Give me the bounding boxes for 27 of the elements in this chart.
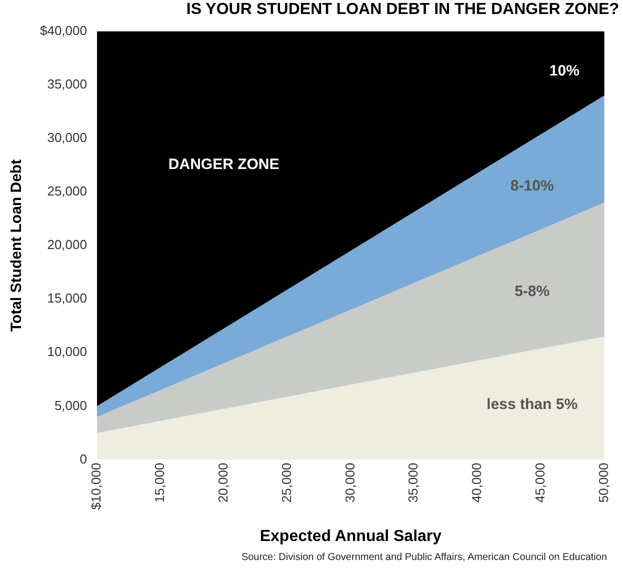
x-tick-label: 45,000 — [532, 462, 548, 503]
y-tick-label: 15,000 — [47, 290, 87, 306]
y-axis-title: Total Student Loan Debt — [8, 159, 26, 332]
series-label: 8-10% — [510, 178, 554, 195]
annotation: 10% — [549, 62, 580, 80]
y-tick-label: 25,000 — [47, 184, 87, 199]
x-tick-label: 30,000 — [342, 462, 358, 503]
series-label: 5-8% — [514, 282, 550, 300]
x-tick-label: 35,000 — [406, 462, 421, 503]
x-axis-title: Expected Annual Salary — [260, 528, 442, 545]
x-tick-label: 50,000 — [596, 462, 611, 503]
x-tick-label: 20,000 — [215, 462, 230, 503]
x-tick-label: $10,000 — [88, 462, 104, 510]
series-label: less than 5% — [486, 396, 578, 414]
y-tick-label: 30,000 — [47, 130, 87, 145]
x-tick-label: 25,000 — [278, 462, 294, 503]
y-tick-label: 0 — [80, 451, 87, 466]
y-tick-label: 10,000 — [47, 344, 87, 360]
y-tick-label: 20,000 — [47, 237, 87, 252]
y-tick-label: $40,000 — [40, 22, 87, 38]
x-tick-label: 40,000 — [469, 462, 484, 503]
source-note: Source: Division of Government and Public Affairs, American Council on Education — [240, 552, 608, 563]
y-tick-label: 5,000 — [54, 398, 87, 413]
y-tick-label: 35,000 — [47, 76, 87, 92]
chart-title: IS YOUR STUDENT LOAN DEBT IN THE DANGER ZONE? — [186, 1, 619, 18]
x-tick-label: 15,000 — [152, 462, 167, 503]
series-label: DANGER ZONE — [168, 156, 280, 174]
